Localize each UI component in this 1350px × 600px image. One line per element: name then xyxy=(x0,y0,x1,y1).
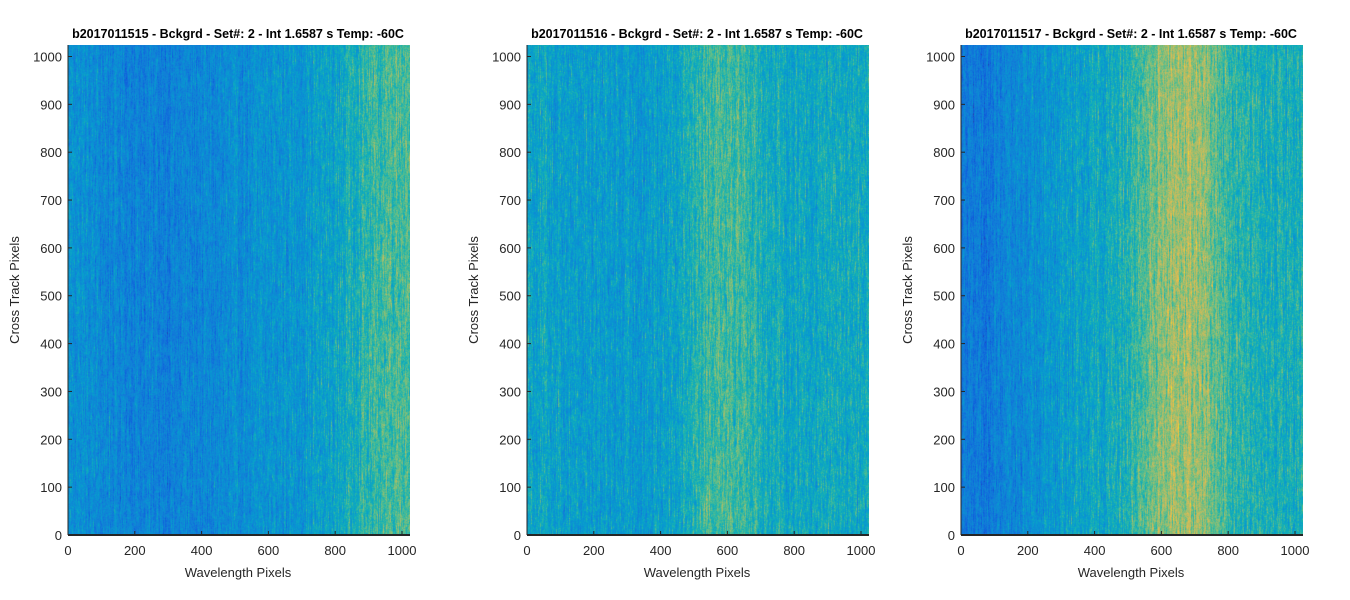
subplot-2-yticks: 0 100 200 300 400 500 600 700 800 900 1000 xyxy=(492,49,531,543)
y-tick-label: 0 xyxy=(948,528,955,543)
y-tick-label: 600 xyxy=(499,241,521,256)
subplot-1-heatmap-image xyxy=(68,45,410,535)
x-tick-label: 200 xyxy=(583,543,605,558)
y-tick-label: 300 xyxy=(499,384,521,399)
subplot-2-xlabel: Wavelength Pixels xyxy=(644,565,751,580)
subplot-3-ylabel: Cross Track Pixels xyxy=(900,236,915,344)
x-tick-label: 1000 xyxy=(388,543,417,558)
y-tick-label: 700 xyxy=(933,193,955,208)
subplot-1: b2017011515 - Bckgrd - Set#: 2 - Int 1.6… xyxy=(7,27,416,580)
subplot-2-heatmap-image xyxy=(527,45,869,535)
y-tick-label: 500 xyxy=(40,289,62,304)
y-tick-label: 700 xyxy=(499,193,521,208)
x-tick-label: 400 xyxy=(191,543,213,558)
y-tick-label: 100 xyxy=(40,480,62,495)
x-tick-label: 600 xyxy=(1151,543,1173,558)
y-tick-label: 700 xyxy=(40,193,62,208)
y-tick-label: 900 xyxy=(933,97,955,112)
y-tick-label: 100 xyxy=(499,480,521,495)
subplot-1-heatmap xyxy=(67,45,410,536)
x-tick-label: 1000 xyxy=(1281,543,1310,558)
subplot-3-title: b2017011517 - Bckgrd - Set#: 2 - Int 1.6… xyxy=(965,27,1297,41)
y-tick-label: 800 xyxy=(499,145,521,160)
x-tick-label: 600 xyxy=(717,543,739,558)
y-tick-label: 400 xyxy=(933,337,955,352)
y-tick-label: 600 xyxy=(933,241,955,256)
subplot-3-xticks: 0 200 400 600 800 1000 xyxy=(957,531,1309,558)
x-tick-label: 800 xyxy=(783,543,805,558)
x-tick-label: 400 xyxy=(1084,543,1106,558)
subplot-1-xlabel: Wavelength Pixels xyxy=(185,565,292,580)
y-tick-label: 100 xyxy=(933,480,955,495)
y-tick-label: 200 xyxy=(933,432,955,447)
y-tick-label: 500 xyxy=(933,289,955,304)
subplot-3: b2017011517 - Bckgrd - Set#: 2 - Int 1.6… xyxy=(900,27,1309,580)
x-tick-label: 800 xyxy=(324,543,346,558)
subplot-3-heatmap-image xyxy=(961,45,1303,535)
y-tick-label: 300 xyxy=(933,384,955,399)
y-tick-label: 800 xyxy=(40,145,62,160)
y-tick-label: 500 xyxy=(499,289,521,304)
x-tick-label: 0 xyxy=(957,543,964,558)
y-tick-label: 400 xyxy=(40,337,62,352)
y-tick-label: 800 xyxy=(933,145,955,160)
y-tick-label: 1000 xyxy=(926,49,955,64)
x-tick-label: 200 xyxy=(1017,543,1039,558)
subplot-2: b2017011516 - Bckgrd - Set#: 2 - Int 1.6… xyxy=(466,27,875,580)
y-tick-label: 300 xyxy=(40,384,62,399)
subplot-3-yticks: 0 100 200 300 400 500 600 700 800 900 1000 xyxy=(926,49,965,543)
x-tick-label: 0 xyxy=(523,543,530,558)
subplot-1-ylabel: Cross Track Pixels xyxy=(7,236,22,344)
subplot-1-xticks: 0 200 400 600 800 1000 xyxy=(64,531,416,558)
y-tick-label: 900 xyxy=(499,97,521,112)
y-tick-label: 600 xyxy=(40,241,62,256)
y-tick-label: 200 xyxy=(40,432,62,447)
subplot-2-title: b2017011516 - Bckgrd - Set#: 2 - Int 1.6… xyxy=(531,27,863,41)
x-tick-label: 400 xyxy=(650,543,672,558)
subplot-1-yticks: 0 100 200 300 400 500 600 700 800 900 1000 xyxy=(33,49,72,543)
y-tick-label: 0 xyxy=(55,528,62,543)
x-tick-label: 0 xyxy=(64,543,71,558)
subplot-1-title: b2017011515 - Bckgrd - Set#: 2 - Int 1.6… xyxy=(72,27,404,41)
subplot-3-heatmap xyxy=(960,45,1303,536)
subplot-2-xticks: 0 200 400 600 800 1000 xyxy=(523,531,875,558)
x-tick-label: 800 xyxy=(1217,543,1239,558)
y-tick-label: 1000 xyxy=(492,49,521,64)
y-tick-label: 0 xyxy=(514,528,521,543)
y-tick-label: 400 xyxy=(499,337,521,352)
y-tick-label: 1000 xyxy=(33,49,62,64)
x-tick-label: 200 xyxy=(124,543,146,558)
subplot-2-heatmap xyxy=(526,45,869,536)
x-tick-label: 1000 xyxy=(847,543,876,558)
subplot-3-xlabel: Wavelength Pixels xyxy=(1078,565,1185,580)
x-tick-label: 600 xyxy=(258,543,280,558)
y-tick-label: 900 xyxy=(40,97,62,112)
subplot-2-ylabel: Cross Track Pixels xyxy=(466,236,481,344)
y-tick-label: 200 xyxy=(499,432,521,447)
